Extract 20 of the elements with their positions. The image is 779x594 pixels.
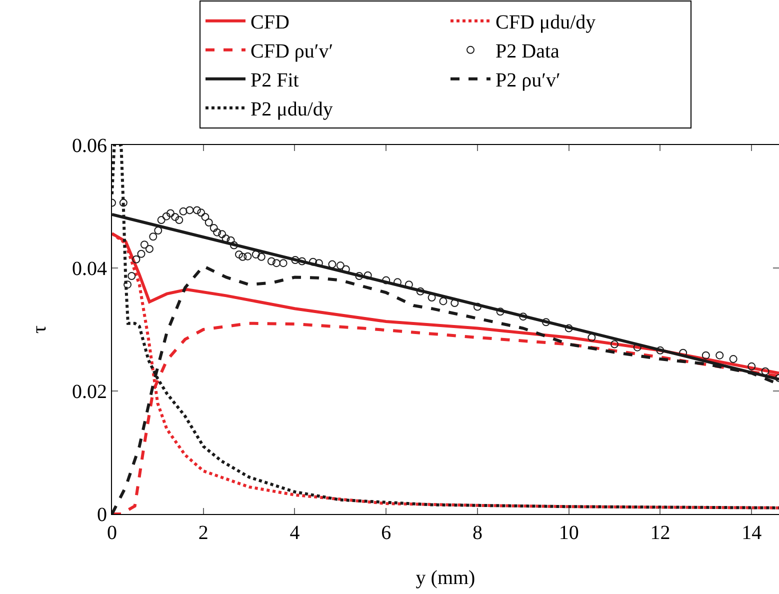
x-tick-label: 10 xyxy=(558,522,579,544)
legend-label: P2 ρu′v′ xyxy=(496,70,560,92)
x-tick-label: 2 xyxy=(198,522,208,544)
y-tick-label: 0.02 xyxy=(72,381,107,403)
x-tick-label: 8 xyxy=(472,522,482,544)
y-tick-label: 0.04 xyxy=(72,258,107,280)
legend-label: CFD μdu/dy xyxy=(496,12,596,34)
x-tick-label: 12 xyxy=(650,522,670,544)
y-tick-label: 0.06 xyxy=(72,135,107,157)
legend-label: P2 Data xyxy=(496,40,560,63)
y-tick-label: 0 xyxy=(97,504,107,526)
x-tick-label: 4 xyxy=(290,522,300,544)
legend-label: P2 Fit xyxy=(250,70,300,92)
y-axis-title: τ xyxy=(28,325,50,334)
x-tick-label: 14 xyxy=(742,522,762,544)
legend-label: CFD xyxy=(250,12,290,34)
legend-label: CFD ρu′v′ xyxy=(250,40,334,63)
x-axis-title: y (mm) xyxy=(416,567,476,589)
legend-label: P2 μdu/dy xyxy=(250,98,333,121)
x-tick-label: 6 xyxy=(381,522,392,544)
